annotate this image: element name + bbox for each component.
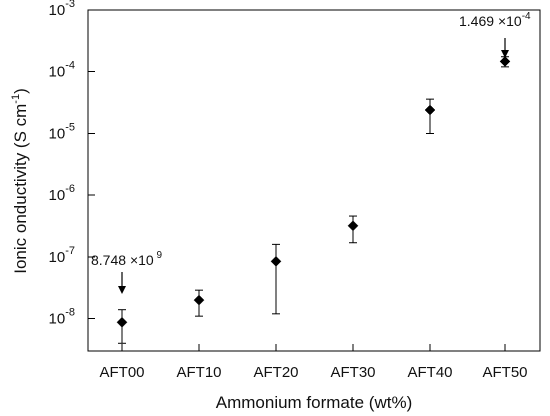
y-tick-label: 10-3 [49,0,75,19]
y-tick-label: 10-8 [49,307,75,328]
x-tick-label: AFT00 [99,364,144,381]
annotation-arrow-head [118,286,126,294]
plot-area-border [87,9,541,352]
data-point [424,104,436,116]
y-tick-exponent: -3 [65,0,75,10]
annotation-base: 10 [506,13,522,29]
annotation-exponent: -4 [522,11,531,22]
data-point [193,294,205,306]
y-tick-exponent: -6 [65,183,75,195]
x-tick-label: AFT30 [330,364,375,381]
x-tick-label: AFT10 [176,364,221,381]
y-tick-exponent: -7 [65,245,75,257]
y-tick-base: 10 [49,187,66,204]
data-point [270,255,282,267]
annotation-base: 10 [138,252,154,268]
x-tick-label: AFT40 [407,364,452,381]
y-tick-base: 10 [49,64,66,81]
x-tick-label: AFT20 [253,364,298,381]
y-axis-label: Ionic onductivity (S cm-1) [10,88,30,274]
data-point [347,220,359,232]
annotation-times: × [498,13,506,29]
y-tick-base: 10 [49,2,66,19]
annotation-mantissa: 8.748 [91,252,130,268]
y-tick-label: 10-6 [49,183,75,204]
y-tick-base: 10 [49,249,66,266]
y-axis-label-main: Ionic onductivity (S cm [11,104,30,274]
x-tick-label: AFT50 [482,364,527,381]
annotation-mantissa: 1.469 [459,13,498,29]
y-tick-exponent: -8 [65,307,75,319]
annotation-label: 8.748 ×10 9 [91,250,162,268]
annotation-label: 1.469 ×10-4 [459,11,531,29]
y-tick-label: 10-7 [49,245,75,266]
y-tick-base: 10 [49,311,66,328]
y-axis-label-superscript: -1 [10,94,22,104]
y-tick-label: 10-4 [49,60,75,81]
annotation-exponent: 9 [154,250,163,261]
plot-frame [87,9,541,352]
data-point [116,316,128,328]
y-axis-label-suffix: ) [11,88,30,94]
y-tick-exponent: -4 [65,60,75,72]
data-layer [116,56,511,344]
annotation-times: × [130,252,138,268]
x-axis-label: Ammonium formate (wt%) [216,393,412,412]
annotation-layer: 8.748 ×10 91.469 ×10-4 [91,11,531,294]
label-layer: Ammonium formate (wt%) Ionic onductivity … [10,88,412,412]
y-tick-exponent: -5 [65,121,75,133]
data-point [499,56,511,67]
annotation-arrow-head [501,50,509,58]
y-tick-label: 10-5 [49,121,75,142]
y-tick-base: 10 [49,125,66,142]
